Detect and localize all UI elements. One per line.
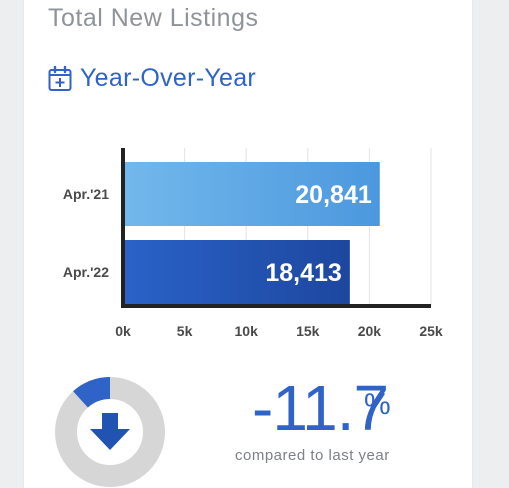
arrow-down-icon: [90, 413, 130, 450]
bar: [125, 162, 380, 226]
change-gauge: [55, 377, 165, 487]
x-tick-label: 25k: [419, 323, 443, 339]
x-tick-label: 20k: [358, 323, 382, 339]
percent-sign: %: [364, 388, 391, 421]
x-tick-label: 5k: [177, 323, 193, 339]
change-caption: compared to last year: [235, 447, 390, 464]
bar-value-label: 20,841: [295, 181, 372, 209]
gauge-fill: [73, 377, 111, 408]
bar-value-label: 18,413: [265, 259, 341, 287]
x-tick-label: 10k: [235, 323, 259, 339]
y-category-label: Apr.'22: [63, 264, 109, 280]
change-percent: -11.7: [252, 372, 389, 444]
section-header: Year-Over-Year: [48, 64, 256, 93]
section-label: Year-Over-Year: [80, 64, 257, 92]
y-category-label: Apr.'21: [63, 186, 109, 202]
bar: [125, 240, 350, 304]
card-title: Total New Listings: [48, 4, 259, 32]
x-tick-label: 0k: [115, 323, 131, 339]
bar-chart: 0k 5k 10k 15k 20k 25k 20,841 Apr.'21 18,413 Apr.'…: [63, 148, 443, 339]
calendar-plus-icon: [48, 65, 72, 91]
x-tick-label: 15k: [296, 323, 320, 339]
